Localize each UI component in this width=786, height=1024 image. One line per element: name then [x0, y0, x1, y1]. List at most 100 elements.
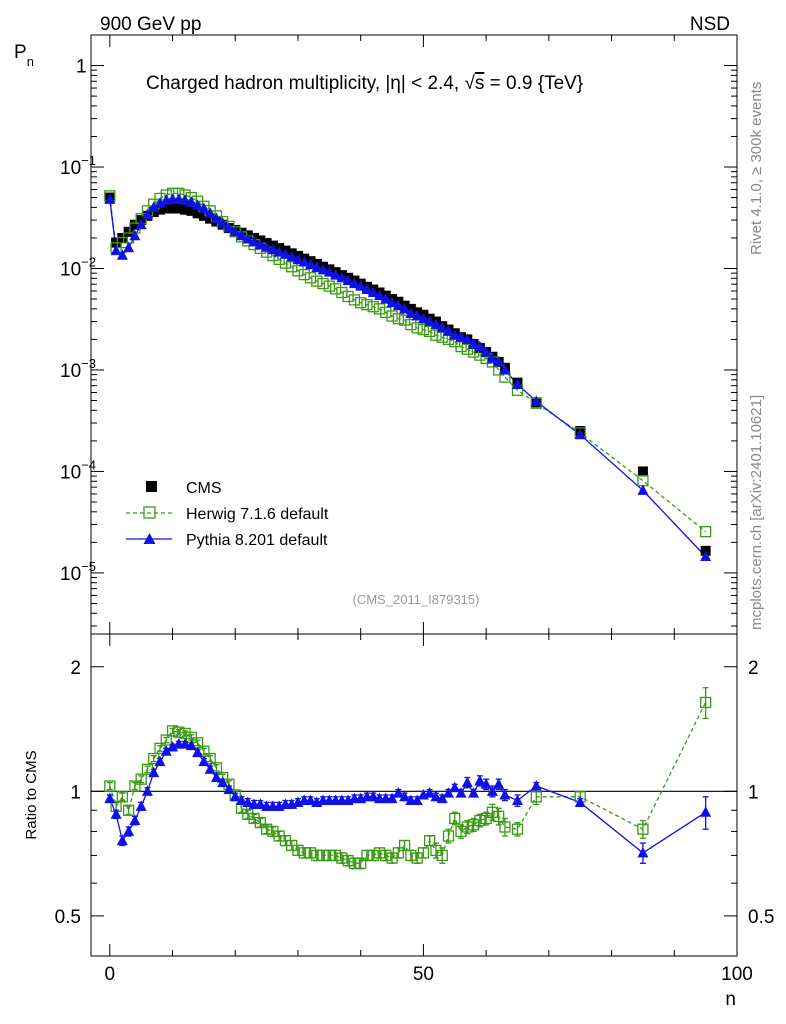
herwig-point: [286, 261, 298, 273]
pythia-ratio-point: [424, 787, 436, 798]
herwig-ratio-point: [380, 849, 392, 862]
herwig-point: [367, 301, 379, 313]
herwig-ratio-point: [699, 696, 712, 709]
herwig-ratio-point: [398, 839, 411, 852]
pythia-point: [399, 302, 411, 314]
pythia-ratio-point: [392, 787, 404, 798]
legend-cms-label: CMS: [186, 480, 222, 497]
pythia-ratio-point: [129, 814, 141, 826]
pythia-ratio-point: [242, 796, 254, 807]
pythia-point: [637, 484, 649, 495]
herwig-ratio-point: [405, 849, 417, 862]
pythia-ratio-point: [574, 796, 586, 807]
pythia-ratio-point: [204, 763, 216, 774]
title-s: s: [475, 73, 485, 94]
pythia-point: [367, 286, 379, 297]
pythia-point: [123, 241, 135, 253]
pythia-ratio-point: [185, 739, 197, 751]
pythia-point: [361, 283, 373, 295]
pythia-ratio-point: [110, 808, 122, 819]
pythia-point: [449, 329, 461, 340]
tick-label-exponent: −5: [81, 559, 96, 574]
pythia-point: [700, 550, 712, 562]
ratio-y-tick-label-right: 1: [748, 782, 759, 803]
pythia-point: [411, 310, 423, 321]
herwig-ratio-point: [254, 817, 266, 829]
pythia-point: [192, 199, 204, 210]
herwig-point: [336, 286, 348, 299]
x-tick-label: 50: [413, 964, 434, 985]
ratio-y-tick-label: 2: [70, 658, 81, 679]
herwig-point: [386, 310, 398, 322]
cms-point: [148, 207, 159, 218]
herwig-ratio-point: [135, 773, 147, 785]
pythia-point: [480, 346, 492, 357]
pythia-point: [374, 289, 386, 301]
herwig-ratio-point: [461, 821, 473, 833]
pythia-point: [154, 197, 166, 208]
pythia-ratio-point: [493, 778, 505, 789]
pythia-ratio-point: [236, 794, 248, 806]
process-label: NSD: [690, 14, 730, 35]
pythia-point: [116, 249, 128, 260]
tick-label-exponent: −4: [81, 457, 96, 472]
cms-point: [154, 204, 165, 215]
ratio-panel-frame: [90, 633, 738, 957]
tick-label-exponent: −3: [81, 356, 96, 371]
pythia-point: [342, 274, 354, 286]
legend: CMS Herwig 7.1.6 default Pythia 8.201 de…: [126, 480, 329, 549]
pythia-point: [273, 246, 285, 257]
pythia-ratio-point: [254, 798, 266, 809]
pythia-point: [317, 263, 329, 275]
herwig-point: [424, 325, 436, 338]
pythia-point: [185, 196, 197, 207]
cms-point: [123, 226, 134, 237]
rivet-version-label: Rivet 4.1.0, ≥ 300k events: [748, 82, 765, 255]
pythia-point: [229, 225, 241, 237]
pythia-point: [135, 218, 147, 230]
pythia-point: [242, 233, 254, 244]
x-tick-label: 0: [105, 964, 116, 985]
cms-point: [129, 219, 140, 230]
main-title: Charged hadron multiplicity, |η| < 2.4, …: [146, 73, 583, 94]
pythia-ratio-point: [499, 788, 511, 800]
pythia-ratio-point: [160, 745, 172, 756]
pythia-ratio-point: [486, 785, 498, 796]
tick-label-base: 10: [60, 564, 81, 585]
pythia-point: [574, 428, 586, 440]
herwig-ratio-point: [104, 780, 116, 792]
herwig-ratio-point: [304, 847, 317, 859]
legend-herwig-marker: [143, 506, 156, 519]
pythia-point: [392, 299, 404, 311]
pythia-point: [530, 395, 542, 406]
pythia-ratio-point: [455, 787, 467, 798]
pythia-ratio-point: [399, 790, 411, 802]
herwig-point: [298, 268, 310, 281]
pythia-point: [486, 352, 498, 363]
pythia-point: [380, 293, 392, 304]
legend-cms-marker: [146, 481, 157, 492]
y-axis-label-ratio: Ratio to CMS: [23, 750, 40, 839]
pythia-ratio-point: [367, 790, 379, 802]
pythia-point: [348, 277, 360, 289]
herwig-ratio-line: [109, 702, 707, 864]
pythia-point: [336, 271, 348, 283]
pythia-ratio-point: [148, 766, 160, 778]
pythia-ratio-point: [474, 774, 486, 786]
herwig-point: [411, 322, 423, 334]
herwig-ratio-point: [499, 821, 511, 833]
title-suffix: = 0.9 {TeV}: [484, 73, 583, 94]
herwig-point: [348, 294, 361, 306]
herwig-point: [342, 290, 354, 303]
herwig-point: [304, 272, 317, 284]
pythia-point: [305, 258, 317, 270]
herwig-point: [329, 283, 342, 295]
pythia-point: [298, 255, 310, 267]
y-axis-label-sub: n: [27, 54, 34, 69]
herwig-ratio-point: [530, 791, 542, 803]
pythia-point: [110, 244, 122, 256]
herwig-ratio-point: [311, 849, 323, 862]
herwig-point: [373, 303, 386, 315]
pythia-point: [386, 296, 398, 308]
cms-point: [192, 208, 203, 219]
